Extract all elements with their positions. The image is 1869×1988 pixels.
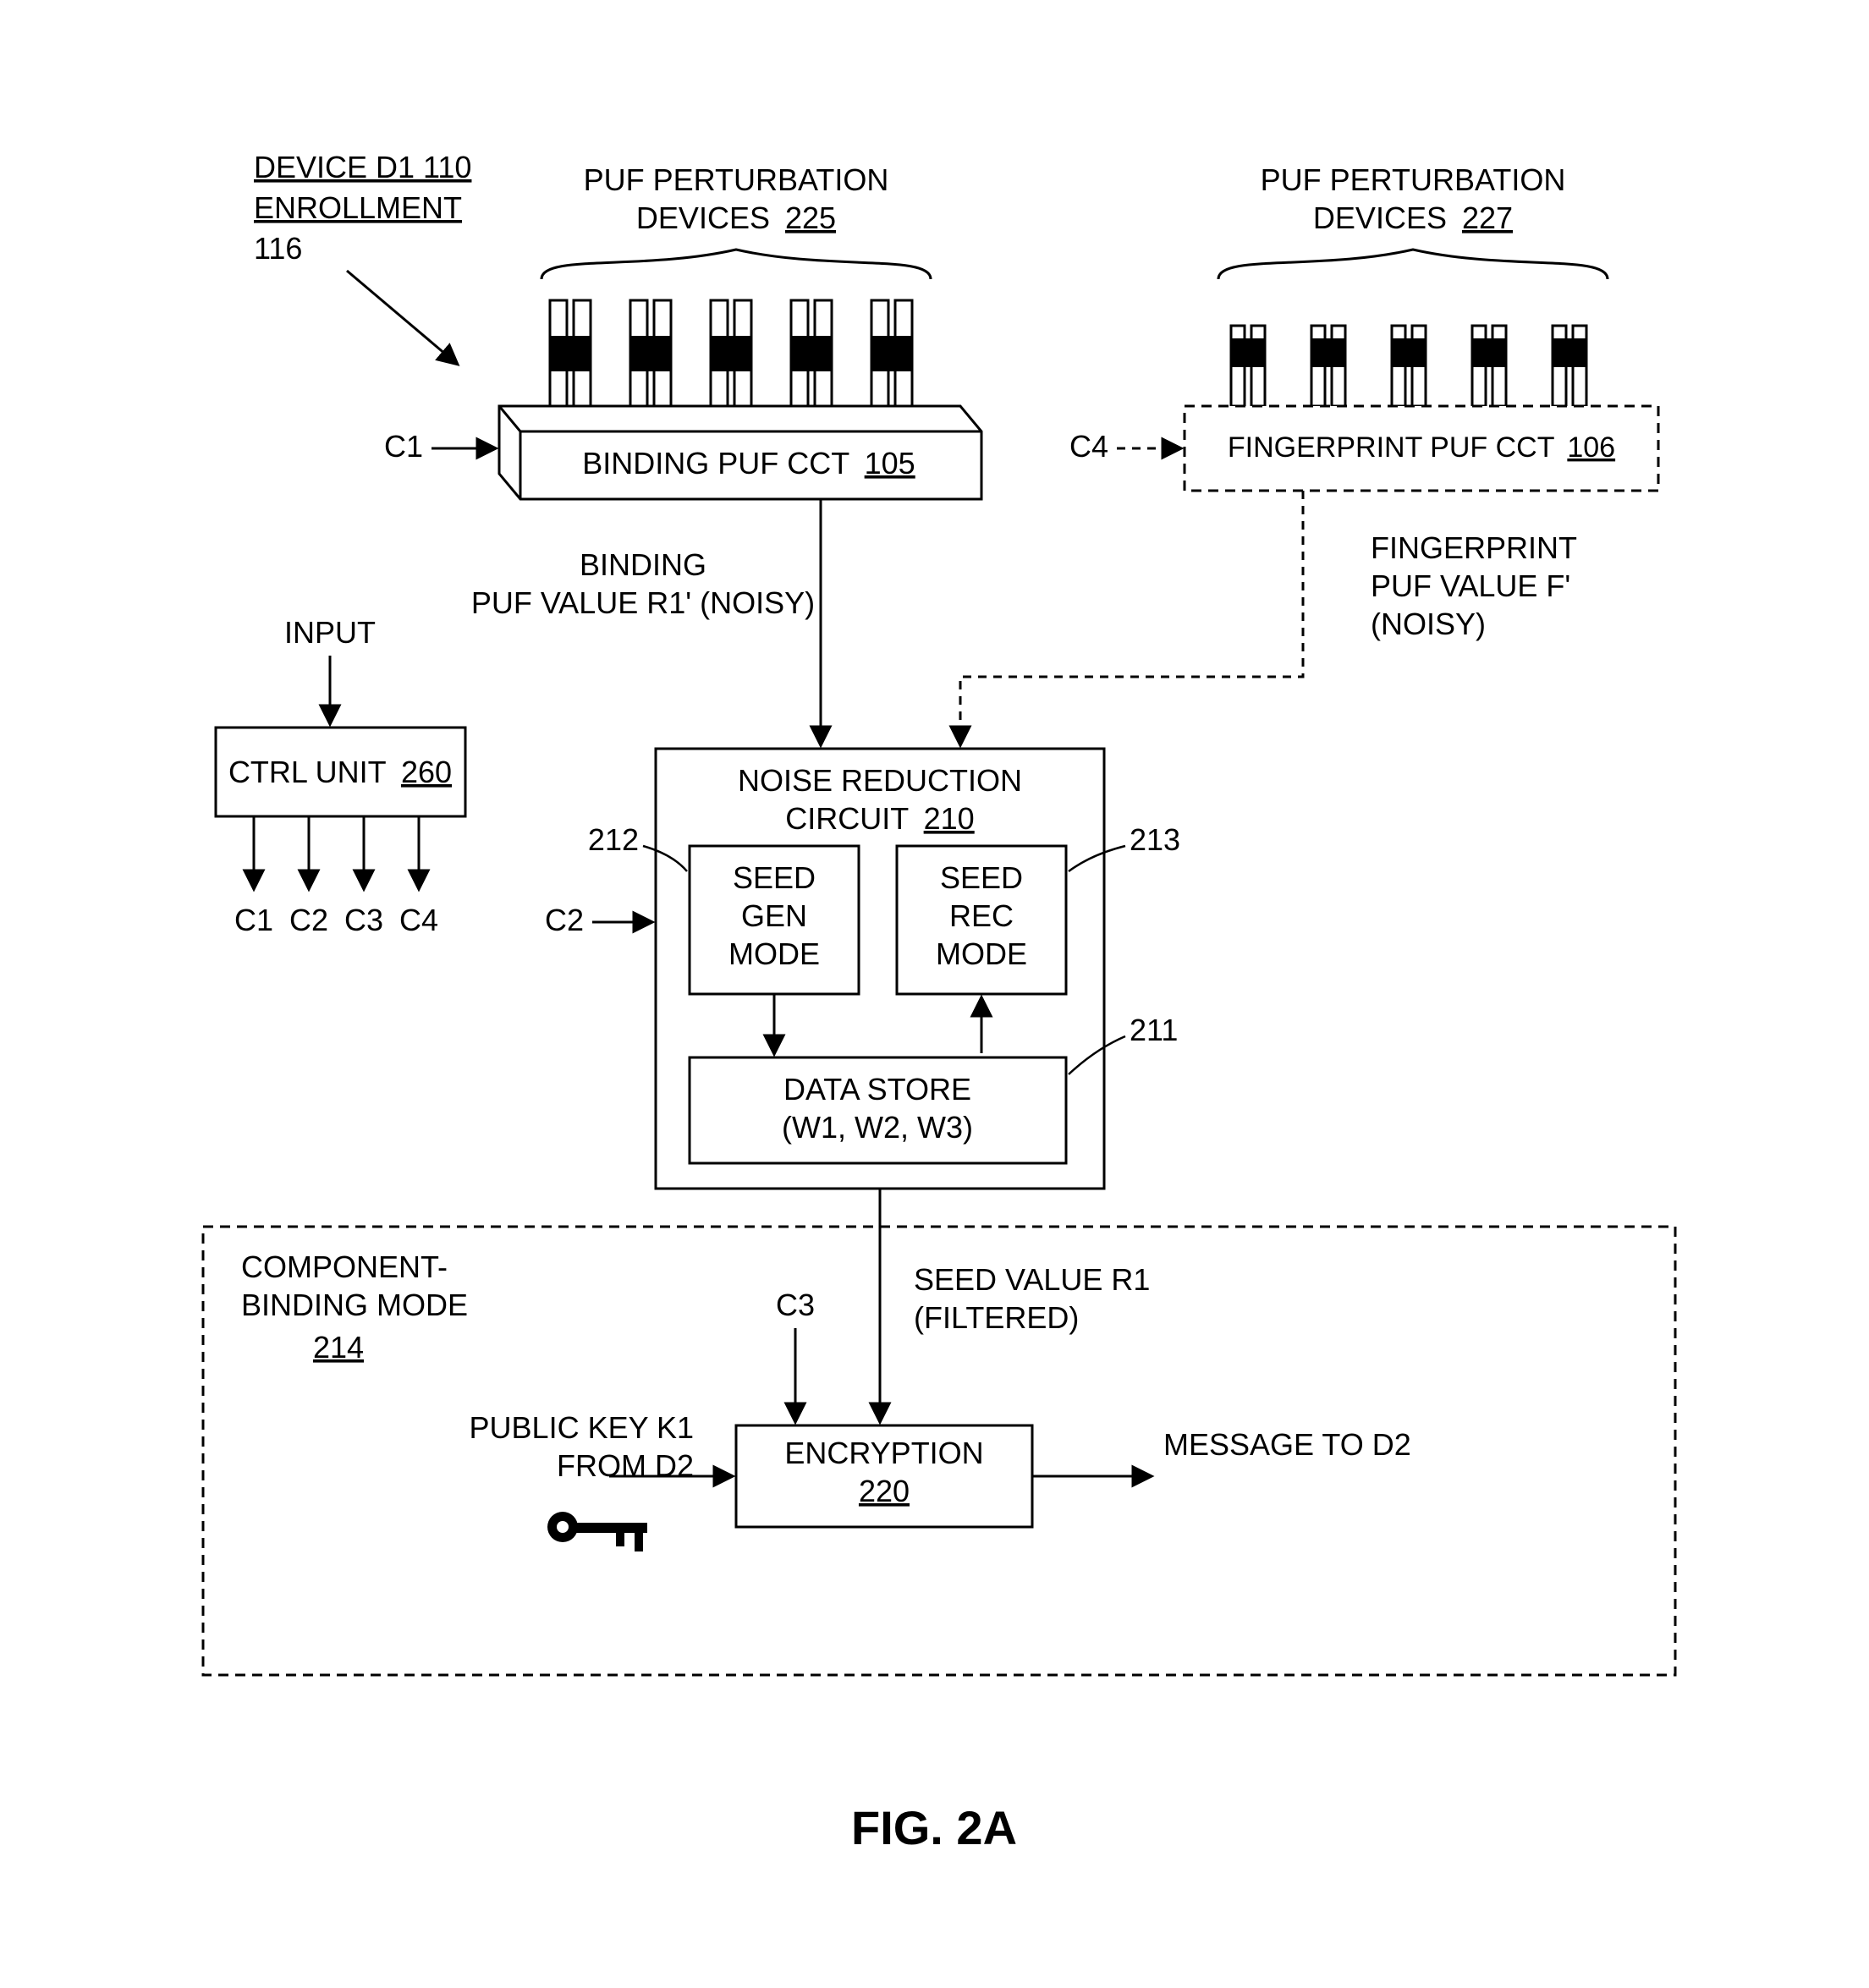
svg-text:REC: REC [949, 898, 1014, 933]
fp-val-l1: FINGERPRINT [1371, 530, 1577, 565]
fp-val-l3: (NOISY) [1371, 607, 1486, 641]
input-label: INPUT [284, 615, 376, 650]
svg-text:MODE: MODE [728, 936, 820, 971]
fp-to-noise-arrow [960, 491, 1303, 744]
header-pointer-arrow [347, 271, 457, 364]
svg-text:BINDING PUF CCT 105: BINDING PUF CCT 105 [582, 446, 915, 481]
pubkey-l1: PUBLIC KEY K1 [470, 1410, 694, 1445]
svg-text:DATA STORE: DATA STORE [783, 1072, 971, 1107]
pubkey-l2: FROM D2 [557, 1448, 694, 1483]
device-line2: ENROLLMENT [254, 190, 462, 225]
svg-text:MODE: MODE [936, 936, 1027, 971]
svg-text:FINGERPRINT PUF CCT 106: FINGERPRINT PUF CCT 106 [1228, 431, 1615, 464]
ctrl-out-c2: C2 [289, 903, 328, 937]
ref-213: 213 [1130, 822, 1180, 857]
svg-text:DEVICES 225: DEVICES 225 [636, 200, 836, 235]
mode-ref: 214 [313, 1330, 364, 1365]
svg-text:(W1, W2, W3): (W1, W2, W3) [782, 1110, 973, 1145]
seed-l2: (FILTERED) [914, 1300, 1079, 1335]
svg-text:220: 220 [859, 1474, 910, 1508]
ctrl-out-c4: C4 [399, 903, 438, 937]
c4-label: C4 [1069, 429, 1108, 464]
svg-text:PUF PERTURBATION: PUF PERTURBATION [1261, 162, 1566, 197]
device-line1: DEVICE D1 110 [254, 150, 471, 184]
ref-211: 211 [1130, 1013, 1178, 1047]
mode-l2: BINDING MODE [241, 1288, 468, 1322]
perturb-right-label: PUF PERTURBATION DEVICES 227 [1218, 162, 1608, 279]
binding-val-l1: BINDING [580, 547, 706, 582]
c1-label: C1 [384, 429, 423, 464]
figure-label: FIG. 2A [851, 1801, 1017, 1854]
svg-text:SEED: SEED [733, 860, 816, 895]
c3-label: C3 [776, 1288, 815, 1322]
c2-label: C2 [545, 903, 584, 937]
noise-reduction-box: NOISE REDUCTION CIRCUIT 210 SEED GEN MOD… [656, 749, 1104, 1189]
svg-text:ENCRYPTION: ENCRYPTION [784, 1436, 983, 1470]
perturb-devices-left [550, 300, 912, 406]
header-block: DEVICE D1 110 ENROLLMENT 116 [254, 150, 471, 364]
binding-puf-box: BINDING PUF CCT 105 [499, 406, 981, 499]
brace-right [1218, 250, 1608, 279]
svg-text:PUF PERTURBATION: PUF PERTURBATION [584, 162, 889, 197]
svg-text:GEN: GEN [741, 898, 807, 933]
fp-val-l2: PUF VALUE F' [1371, 568, 1570, 603]
binding-val-l2: PUF VALUE R1' (NOISY) [471, 585, 815, 620]
ref-212: 212 [588, 822, 639, 857]
ctrl-out-c3: C3 [344, 903, 383, 937]
fingerprint-puf-box: FINGERPRINT PUF CCT 106 [1185, 406, 1658, 491]
perturb-left-label: PUF PERTURBATION DEVICES 225 [541, 162, 931, 279]
svg-text:CIRCUIT 210: CIRCUIT 210 [785, 801, 974, 836]
svg-text:DEVICES 227: DEVICES 227 [1313, 200, 1513, 235]
svg-text:NOISE REDUCTION: NOISE REDUCTION [738, 763, 1022, 798]
ctrl-unit: INPUT CTRL UNIT 260 C1 C2 C3 C4 [216, 615, 465, 937]
perturb-devices-right [1231, 326, 1586, 406]
svg-text:CTRL UNIT 260: CTRL UNIT 260 [228, 755, 452, 789]
header-ref: 116 [254, 231, 302, 266]
svg-text:SEED: SEED [940, 860, 1023, 895]
message-label: MESSAGE TO D2 [1163, 1427, 1411, 1462]
brace-left [541, 250, 931, 279]
seed-l1: SEED VALUE R1 [914, 1262, 1150, 1297]
mode-l1: COMPONENT- [241, 1249, 448, 1284]
ctrl-out-c1: C1 [234, 903, 273, 937]
